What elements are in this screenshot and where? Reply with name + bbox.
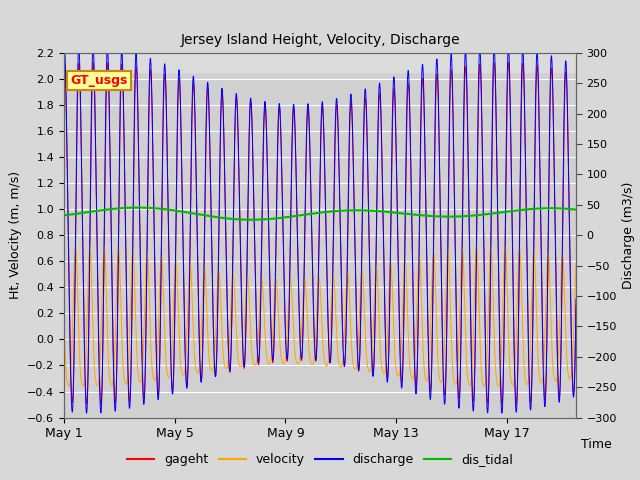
Bar — [64, 53, 576, 72]
Text: GT_usgs: GT_usgs — [70, 74, 127, 87]
X-axis label: Time: Time — [581, 438, 612, 451]
Legend: gageht, velocity, discharge, dis_tidal: gageht, velocity, discharge, dis_tidal — [122, 448, 518, 471]
Y-axis label: Ht, Velocity (m, m/s): Ht, Velocity (m, m/s) — [8, 171, 22, 299]
Y-axis label: Discharge (m3/s): Discharge (m3/s) — [623, 181, 636, 289]
Title: Jersey Island Height, Velocity, Discharge: Jersey Island Height, Velocity, Discharg… — [180, 34, 460, 48]
